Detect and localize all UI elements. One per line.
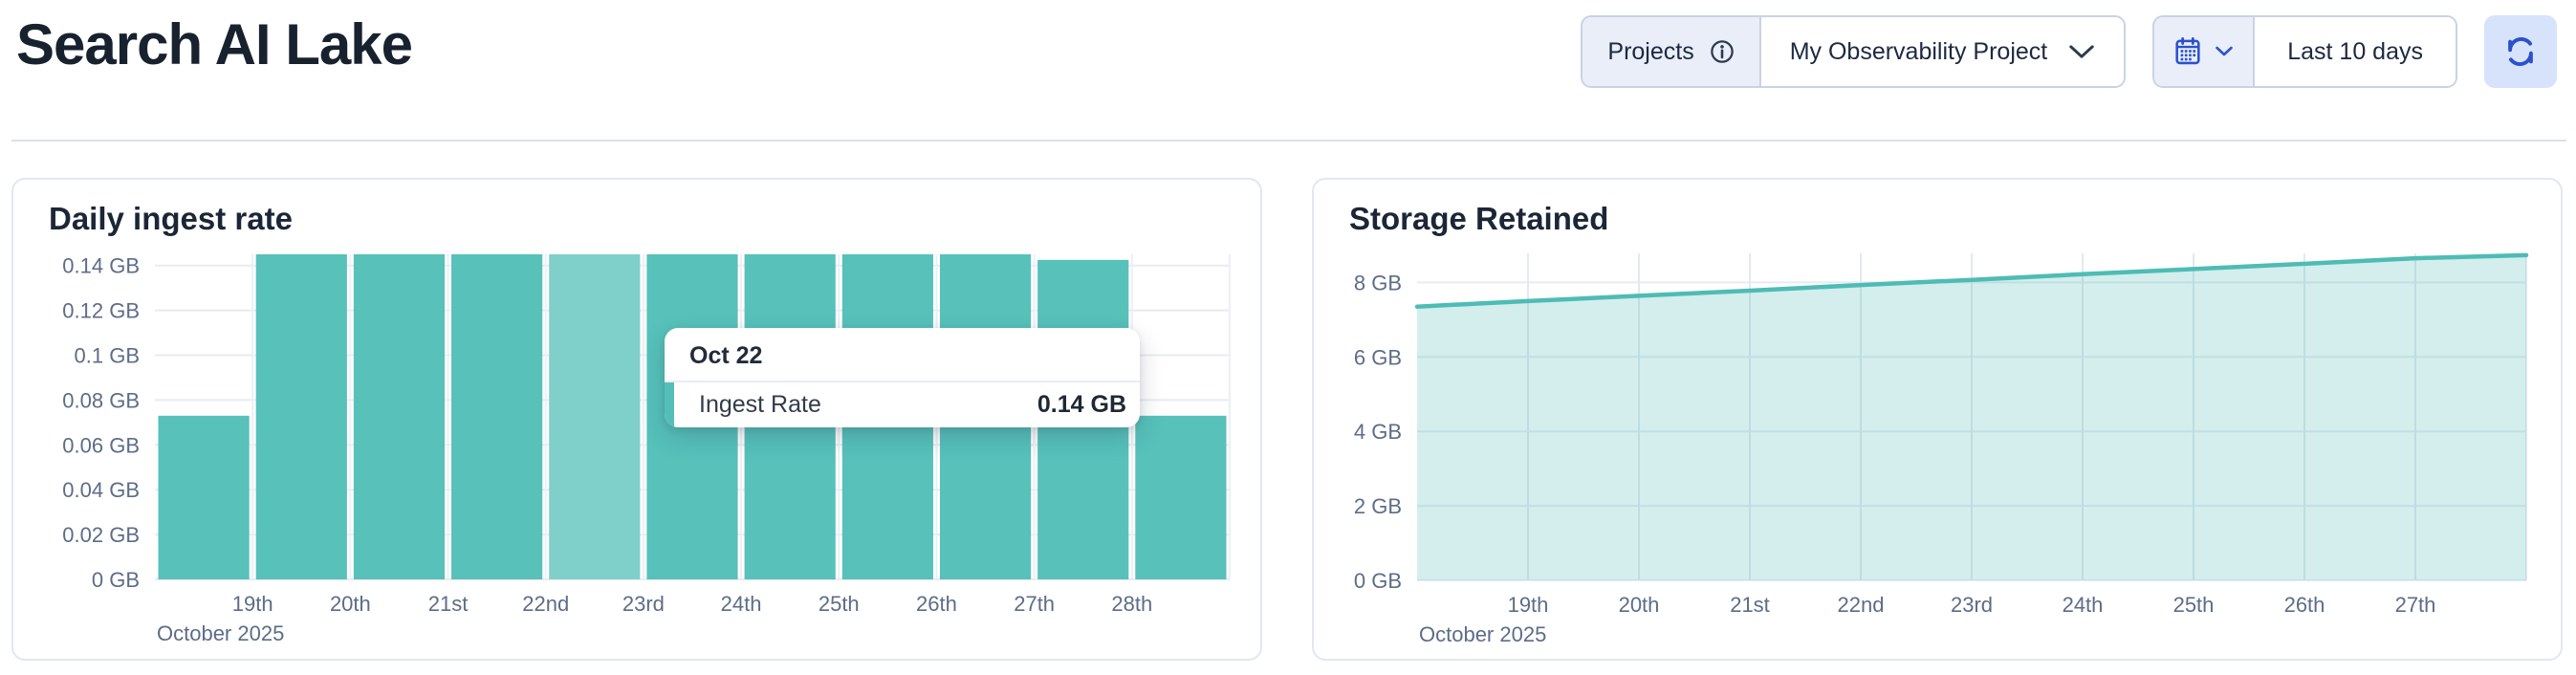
x-axis-tick-label: 25th [2173,593,2215,617]
x-axis-tick-label: 26th [2284,593,2325,617]
y-axis-tick-label: 0.02 GB [62,523,140,547]
x-axis-tick-label: 19th [1508,593,1549,617]
storage-retained-chart[interactable]: 0 GB 2 GB 4 GB 6 GB 8 GB 19th 20th 21st 22nd 23rd… [1314,180,2561,659]
y-axis-tick-label: 0.14 GB [62,254,140,278]
tooltip-series-swatch [665,382,674,427]
bar-oct-18[interactable] [158,415,250,579]
y-axis-tick-label: 4 GB [1354,420,1402,444]
x-axis-tick-label: 23rd [1951,593,1993,617]
date-range-button[interactable]: Last 10 days [2255,17,2456,86]
x-axis-tick-label: 19th [232,592,273,616]
chevron-down-icon [2216,46,2234,56]
tooltip-row: Ingest Rate 0.14 GB [665,382,1140,427]
info-icon[interactable] [1710,39,1735,64]
refresh-icon [2508,37,2533,66]
bar-oct-22[interactable] [549,254,641,579]
x-axis-tick-label: 22nd [522,592,569,616]
x-axis-tick-label: 20th [330,592,371,616]
bar-oct-20[interactable] [353,254,446,579]
y-axis-tick-label: 2 GB [1354,494,1402,518]
tooltip-date: Oct 22 [689,342,763,369]
x-axis-tick-label: 22nd [1838,593,1885,617]
project-selector: Projects My Observability Project [1581,15,2127,88]
date-range-value: Last 10 days [2287,37,2423,65]
tooltip-divider [665,381,1140,382]
y-axis-tick-label: 6 GB [1354,345,1402,369]
y-axis-tick-label: 0 GB [92,568,140,592]
tooltip-value: 0.14 GB [1037,391,1126,418]
x-axis-tick-label: 20th [1619,593,1660,617]
bar-oct-28[interactable] [1135,415,1227,579]
y-axis-tick-label: 8 GB [1354,271,1402,294]
x-axis-tick-label: 26th [916,592,957,616]
x-axis-tick-label: 24th [721,592,762,616]
x-axis-tick-label: 23rd [622,592,665,616]
toolbar: Projects My Observability Project [1581,15,2557,88]
y-axis-tick-label: 0.08 GB [62,388,140,412]
calendar-icon [2175,36,2200,65]
refresh-button[interactable] [2484,15,2557,88]
tooltip-series-label: Ingest Rate [699,391,821,418]
y-axis-tick-label: 0.04 GB [62,478,140,502]
date-picker: Last 10 days [2152,15,2457,88]
area-fill [1417,254,2526,580]
page-header: Search AI Lake Projects My Observability… [0,0,2576,141]
x-axis-tick-label: 28th [1111,592,1152,616]
area-line[interactable] [1414,252,2529,309]
project-selector-label-text: Projects [1607,37,1694,65]
bar-oct-21[interactable] [451,254,543,579]
chart-title-storage-retained: Storage Retained [1349,201,1609,236]
y-axis-tick-label: 0 GB [1354,569,1402,593]
bar-oct-19[interactable] [255,254,347,579]
project-select[interactable]: My Observability Project [1760,17,2125,86]
y-axis-tick-label: 0.06 GB [62,433,140,457]
y-axis-tick-label: 0.12 GB [62,299,140,323]
y-axis-tick-label: 0.1 GB [75,344,140,368]
chart-title-daily-ingest-rate: Daily ingest rate [49,201,293,236]
panel-daily-ingest-rate: Daily ingest rate 0 GB 0.02 GB 0.04 GB 0.06… [11,178,1262,661]
panel-storage-retained: Storage Retained 0 GB 2 GB 4 GB 6 GB 8 GB 19t… [1312,178,2563,661]
x-axis-tick-label: 24th [2063,593,2104,617]
x-axis-tick-label: 21st [1730,593,1770,617]
x-axis-tick-label: 27th [2395,593,2436,617]
x-axis-secondary-label: October 2025 [1419,622,1546,646]
x-axis-secondary-label: October 2025 [157,621,284,645]
date-quick-select-button[interactable] [2154,17,2256,86]
chart-tooltip: Oct 22 Ingest Rate 0.14 GB [665,328,1140,427]
project-selector-label: Projects [1583,17,1761,86]
chevron-down-icon [2069,44,2094,58]
x-axis-tick-label: 27th [1014,592,1055,616]
x-axis-tick-label: 21st [428,592,469,616]
project-select-value: My Observability Project [1789,37,2048,65]
x-axis-tick-label: 25th [819,592,860,616]
page-title: Search AI Lake [16,12,413,76]
header-divider [11,140,2566,142]
